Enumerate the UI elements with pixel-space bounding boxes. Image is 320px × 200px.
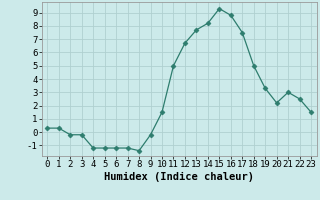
X-axis label: Humidex (Indice chaleur): Humidex (Indice chaleur) <box>104 172 254 182</box>
